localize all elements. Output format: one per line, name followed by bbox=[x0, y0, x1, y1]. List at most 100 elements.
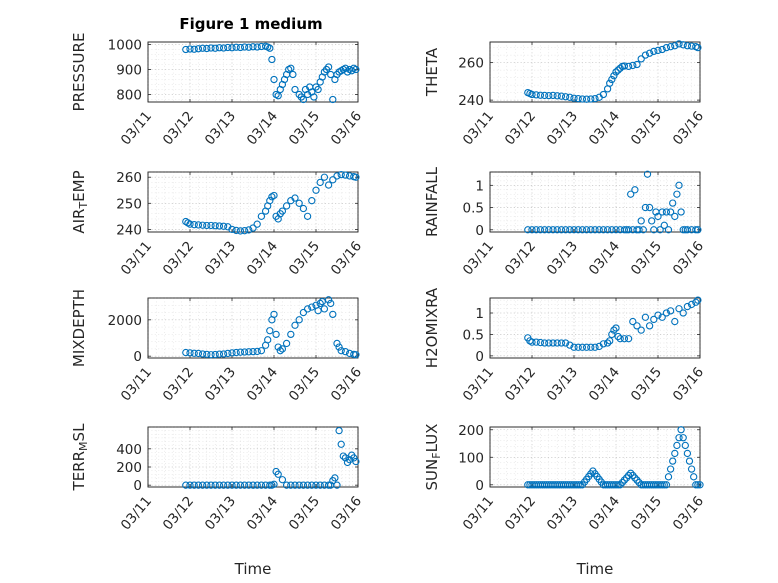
data-point bbox=[629, 317, 637, 326]
data-point bbox=[303, 305, 312, 313]
data-point bbox=[232, 226, 240, 235]
data-point bbox=[327, 299, 335, 308]
data-point bbox=[662, 309, 671, 317]
data-point bbox=[341, 64, 350, 72]
data-point bbox=[299, 204, 308, 213]
data-point bbox=[316, 481, 324, 489]
data-point bbox=[194, 45, 203, 53]
y-tick-label: 240 bbox=[458, 93, 484, 109]
data-point bbox=[532, 226, 540, 234]
data-point bbox=[291, 321, 299, 329]
data-point bbox=[215, 350, 224, 358]
x-tick-label: 03/16 bbox=[670, 238, 707, 278]
data-point bbox=[606, 79, 614, 87]
data-point bbox=[236, 227, 245, 235]
data-point bbox=[675, 434, 683, 442]
x-tick-label: 03/15 bbox=[286, 108, 323, 148]
data-point bbox=[675, 40, 683, 48]
data-point bbox=[671, 212, 679, 221]
y-tick-label: 0.5 bbox=[463, 327, 484, 343]
x-tick-label: 03/16 bbox=[328, 493, 365, 533]
data-point bbox=[540, 91, 549, 100]
data-point bbox=[270, 310, 278, 319]
data-point bbox=[282, 339, 291, 348]
data-point bbox=[645, 49, 654, 57]
axes-frame bbox=[489, 171, 701, 233]
data-point bbox=[274, 343, 282, 351]
data-point bbox=[308, 303, 316, 311]
x-tick-label: 03/11 bbox=[460, 108, 497, 148]
x-tick-label: 03/13 bbox=[202, 108, 239, 148]
data-point bbox=[320, 173, 329, 181]
data-point bbox=[272, 330, 280, 339]
data-point bbox=[253, 220, 261, 228]
axes-background bbox=[147, 41, 359, 103]
x-tick-label: 03/11 bbox=[460, 493, 497, 533]
data-point bbox=[316, 299, 324, 308]
data-point bbox=[616, 335, 624, 343]
data-point bbox=[627, 190, 635, 198]
data-point bbox=[333, 339, 341, 348]
data-point bbox=[268, 55, 276, 64]
x-tick-label: 03/14 bbox=[244, 238, 281, 278]
x-tick-label: 03/12 bbox=[160, 493, 197, 533]
data-point bbox=[278, 345, 287, 353]
x-tick-label: 03/14 bbox=[586, 493, 623, 533]
data-point bbox=[198, 44, 207, 52]
data-point bbox=[278, 207, 287, 215]
x-tick-label: 03/16 bbox=[670, 364, 707, 404]
data-point bbox=[211, 222, 219, 230]
data-point bbox=[566, 93, 574, 101]
data-point bbox=[671, 42, 679, 50]
data-point bbox=[599, 226, 608, 234]
data-point bbox=[606, 337, 614, 345]
x-tick-label: 03/16 bbox=[328, 108, 365, 148]
x-tick-label: 03/13 bbox=[202, 493, 239, 533]
data-point bbox=[666, 208, 675, 216]
data-point bbox=[224, 349, 232, 358]
subplot-grid: 03/11 03/12 03/13 03/14 03/15 03/168009001000… bbox=[70, 33, 707, 578]
data-point bbox=[614, 66, 622, 74]
data-point bbox=[662, 208, 671, 216]
x-tick-label: 03/14 bbox=[244, 493, 281, 533]
data-point bbox=[545, 91, 553, 100]
data-series bbox=[182, 296, 360, 359]
data-point bbox=[215, 222, 224, 230]
data-point bbox=[536, 226, 545, 234]
data-point bbox=[295, 199, 303, 207]
data-point bbox=[291, 481, 299, 489]
data-point bbox=[612, 324, 620, 332]
data-point bbox=[681, 441, 689, 450]
data-point bbox=[616, 481, 624, 489]
data-point bbox=[660, 481, 668, 489]
data-point bbox=[240, 227, 249, 235]
data-point bbox=[591, 343, 599, 351]
data-point bbox=[553, 92, 561, 100]
data-point bbox=[341, 347, 350, 356]
data-point bbox=[633, 322, 641, 330]
data-point bbox=[660, 221, 668, 229]
x-tick-label: 03/16 bbox=[670, 493, 707, 533]
data-point bbox=[314, 85, 322, 94]
data-point bbox=[194, 481, 203, 489]
data-point bbox=[641, 313, 650, 321]
data-point bbox=[574, 94, 582, 103]
data-point bbox=[331, 474, 339, 482]
data-point bbox=[671, 317, 679, 326]
x-tick-label: 03/13 bbox=[544, 364, 581, 404]
y-axis-label: RAINFALL bbox=[423, 166, 441, 237]
y-tick-label: 1 bbox=[475, 306, 484, 322]
data-point bbox=[610, 326, 618, 334]
x-tick-label: 03/11 bbox=[118, 493, 155, 533]
data-point bbox=[683, 449, 692, 458]
data-point bbox=[299, 481, 308, 489]
x-tick-label: 03/11 bbox=[118, 364, 155, 404]
data-point bbox=[295, 481, 303, 489]
data-point bbox=[662, 43, 671, 52]
data-point bbox=[228, 481, 236, 489]
data-point bbox=[352, 173, 360, 181]
axes-background bbox=[147, 426, 359, 488]
data-series bbox=[524, 40, 702, 103]
data-point bbox=[203, 44, 211, 53]
data-point bbox=[692, 226, 700, 234]
